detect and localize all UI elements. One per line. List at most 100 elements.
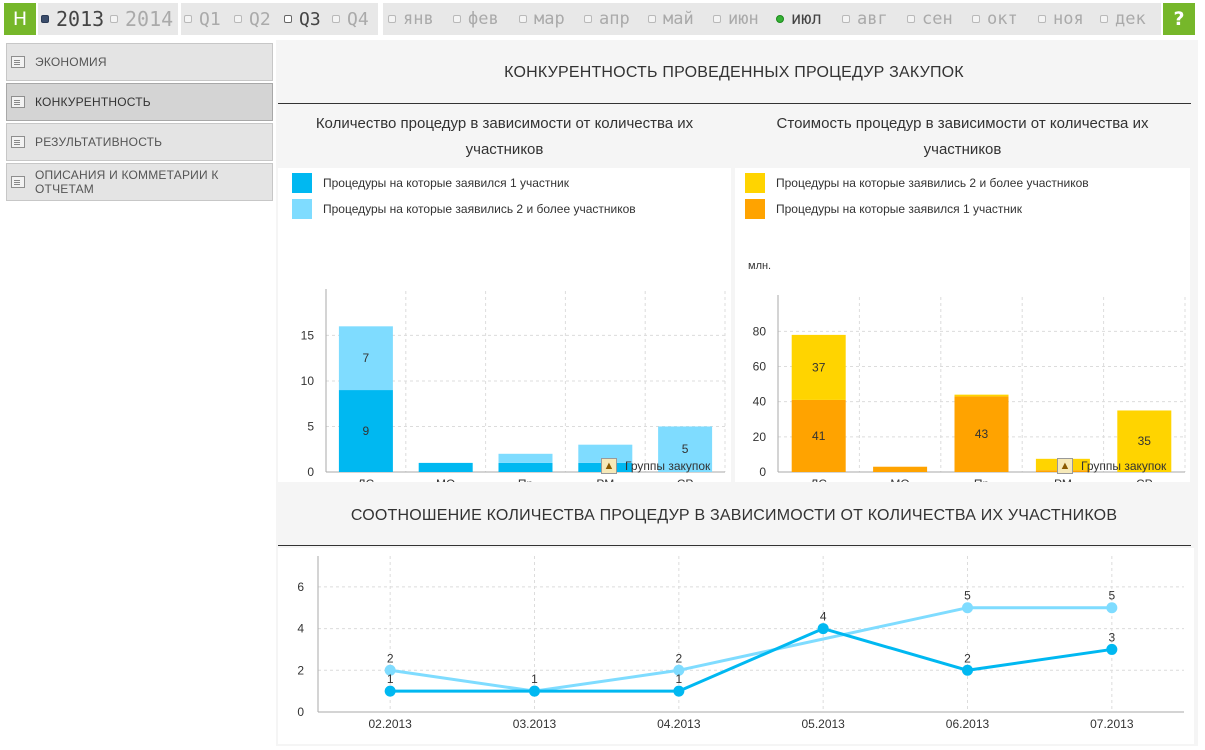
y-tick-label: 0 — [759, 465, 766, 479]
option-label: окт — [987, 9, 1018, 29]
quarters-option[interactable]: Q1 — [184, 3, 221, 35]
months-option[interactable]: апр — [584, 3, 630, 35]
radio-dot-icon — [584, 15, 592, 23]
point-label: 1 — [531, 672, 538, 686]
months-option[interactable]: дек — [1100, 3, 1146, 35]
months-option[interactable]: ноя — [1038, 3, 1084, 35]
report-content: КОНКУРЕНТНОСТЬ ПРОВЕДЕННЫХ ПРОЦЕДУР ЗАКУ… — [276, 40, 1198, 746]
legend-item[interactable]: Процедуры на которые заявились 2 и более… — [745, 170, 1089, 196]
legend-label: Процедуры на которые заявились 2 и более… — [776, 176, 1089, 190]
series-line — [390, 626, 1113, 693]
months-option[interactable]: авг — [842, 3, 888, 35]
point-label: 2 — [964, 651, 971, 665]
sidebar-item[interactable]: ОПИСАНИЯ И КОММЕТАРИИ К ОТЧЕТАМ — [6, 163, 273, 201]
cost-chart-panel: Стоимость процедур в зависимости от коли… — [735, 105, 1190, 482]
count-chart-group-axis[interactable]: ▲ Группы закупок — [601, 458, 710, 474]
radio-dot-icon — [234, 15, 242, 23]
ratio-chart-title: СООТНОШЕНИЕ КОЛИЧЕСТВА ПРОЦЕДУР В ЗАВИСИ… — [350, 507, 1118, 524]
option-label: июл — [791, 9, 822, 29]
data-label: 35 — [1138, 434, 1152, 448]
years-option[interactable]: 2014 — [110, 3, 173, 35]
option-label: Q1 — [199, 8, 221, 30]
bar-segment — [658, 426, 713, 472]
y-tick-label: 6 — [297, 580, 304, 594]
radio-dot-icon — [332, 15, 340, 23]
months-option[interactable]: фев — [453, 3, 499, 35]
radio-dot-icon — [1100, 15, 1108, 23]
series-point — [962, 602, 973, 614]
bar-segment — [498, 453, 553, 463]
y-tick-label: 4 — [297, 622, 304, 636]
radio-dot-icon — [41, 15, 49, 23]
point-label: 3 — [1108, 630, 1115, 644]
option-label: май — [663, 9, 694, 29]
legend-swatch — [745, 199, 765, 219]
point-label: 5 — [964, 589, 971, 603]
sidebar-item-label: ЭКОНОМИЯ — [35, 55, 107, 69]
radio-dot-icon — [388, 15, 396, 23]
point-label: 4 — [820, 610, 827, 624]
ratio-line-chart: 0 2 4 6 02.2013 03.2013 04.2013 05.2013 06.2013 0… — [278, 548, 1194, 744]
x-tick-label: 03.2013 — [513, 717, 557, 731]
legend-swatch — [745, 173, 765, 193]
legend-label: Процедуры на которые заявился 1 участник — [776, 202, 1022, 216]
legend-item[interactable]: Процедуры на которые заявились 2 и более… — [292, 196, 636, 222]
months-option[interactable]: сен — [907, 3, 953, 35]
ratio-title-divider — [278, 545, 1191, 546]
sidebar-item[interactable]: КОНКУРЕНТНОСТЬ — [6, 83, 273, 121]
bar-segment — [791, 334, 846, 400]
report-icon — [11, 176, 25, 188]
months-option[interactable]: июн — [713, 3, 759, 35]
count-chart-title-line1: Количество процедур в зависимости от кол… — [315, 115, 694, 132]
point-label: 2 — [387, 651, 394, 665]
bar-segment — [1117, 410, 1172, 472]
legend-label: Процедуры на которые заявился 1 участник — [323, 176, 569, 190]
years-option[interactable]: 2013 — [41, 3, 104, 35]
legend-item[interactable]: Процедуры на которые заявился 1 участник — [292, 170, 636, 196]
help-button[interactable]: ? — [1163, 3, 1195, 35]
sidebar-item[interactable]: ЭКОНОМИЯ — [6, 43, 273, 81]
radio-dot-icon — [907, 15, 915, 23]
quarters-option[interactable]: Q3 — [284, 3, 321, 35]
count-chart-title-line2: участников — [465, 141, 544, 158]
bar-segment — [791, 399, 846, 472]
report-sidebar: ЭКОНОМИЯ КОНКУРЕНТНОСТЬ РЕЗУЛЬТАТИВНОСТЬ ОП… — [6, 43, 273, 203]
legend-item[interactable]: Процедуры на которые заявился 1 участник — [745, 196, 1089, 222]
quarters-option[interactable]: Q2 — [234, 3, 271, 35]
option-label: мар — [534, 9, 565, 29]
quarters-option[interactable]: Q4 — [332, 3, 369, 35]
drill-up-icon: ▲ — [601, 458, 617, 474]
y-axis-unit: млн. — [748, 260, 771, 272]
series-point — [1106, 602, 1118, 614]
radio-dot-icon — [453, 15, 461, 23]
x-tick-label: Пр — [518, 477, 534, 482]
sidebar-item[interactable]: РЕЗУЛЬТАТИВНОСТЬ — [6, 123, 273, 161]
months-option[interactable]: мар — [519, 3, 565, 35]
months-option[interactable]: окт — [972, 3, 1018, 35]
option-label: Q3 — [299, 8, 321, 30]
point-label: 5 — [1108, 589, 1115, 603]
x-tick-label: 06.2013 — [946, 717, 990, 731]
y-tick-label: 0 — [307, 465, 314, 479]
report-icon — [11, 136, 25, 148]
radio-dot-icon — [1038, 15, 1046, 23]
x-tick-label: СР — [1136, 477, 1153, 482]
sidebar-item-label: РЕЗУЛЬТАТИВНОСТЬ — [35, 135, 163, 149]
option-label: 2014 — [125, 7, 174, 31]
home-button[interactable]: Н — [4, 3, 36, 35]
months-option[interactable]: июл — [776, 3, 822, 35]
data-label: 43 — [975, 427, 989, 441]
axis-note-label: Группы закупок — [1081, 459, 1167, 473]
y-tick-label: 5 — [307, 419, 314, 433]
data-label: 41 — [812, 429, 826, 443]
bar-segment — [873, 466, 928, 472]
series-point — [384, 664, 396, 676]
count-chart-legend: Процедуры на которые заявился 1 участник… — [292, 170, 636, 222]
report-icon — [11, 96, 25, 108]
cost-chart-group-axis[interactable]: ▲ Группы закупок — [1057, 458, 1166, 474]
sidebar-item-label: ОПИСАНИЯ И КОММЕТАРИИ К ОТЧЕТАМ — [35, 168, 219, 196]
y-tick-label: 60 — [753, 360, 767, 374]
option-label: 2013 — [56, 7, 105, 31]
months-option[interactable]: май — [648, 3, 694, 35]
months-option[interactable]: янв — [388, 3, 434, 35]
